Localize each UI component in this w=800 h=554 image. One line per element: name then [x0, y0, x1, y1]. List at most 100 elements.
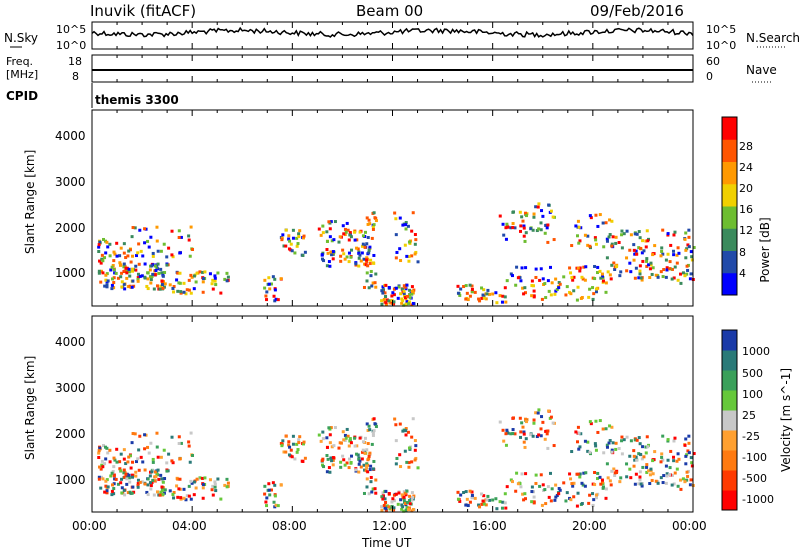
velocity-echo-point — [689, 456, 693, 460]
velocity-echo-point — [372, 417, 376, 421]
power-echo-point — [188, 254, 192, 258]
vel-cbar-tick-minus1000: -1000 — [742, 493, 774, 506]
power-echo-point — [540, 297, 544, 301]
power-echo-point — [406, 224, 410, 228]
velocity-echo-point — [131, 485, 135, 489]
velocity-echo-point — [537, 408, 541, 412]
velocity-echo-point — [327, 426, 331, 430]
velocity-echo-point — [541, 420, 545, 424]
velocity-echo-point — [588, 493, 592, 497]
velocity-echo-point — [546, 446, 550, 450]
velocity-echo-point — [189, 479, 193, 483]
velocity-echo-point — [488, 498, 492, 502]
power-echo-point — [265, 290, 269, 294]
power-echo-point — [679, 272, 683, 276]
power-echo-point — [644, 245, 648, 249]
power-echo-point — [263, 278, 267, 282]
power-echo-point — [358, 230, 362, 234]
velocity-echo-point — [637, 436, 641, 440]
power-echo-point — [562, 275, 566, 279]
velocity-echo-point — [625, 435, 629, 439]
power-echo-point — [462, 285, 466, 289]
velocity-echo-point — [505, 428, 509, 432]
velocity-echo-point — [115, 460, 119, 464]
velocity-echo-point — [363, 451, 367, 455]
power-echo-point — [143, 276, 147, 280]
velocity-ylabel: Slant Range [km] — [23, 356, 37, 460]
velocity-echo-point — [140, 480, 144, 484]
velocity-echo-point — [226, 481, 230, 485]
velocity-echo-point — [172, 496, 176, 500]
power-echo-point — [681, 271, 685, 275]
velocity-echo-point — [407, 506, 411, 510]
velocity-echo-point — [179, 497, 183, 501]
power-echo-point — [105, 272, 109, 276]
velocity-echo-point — [545, 432, 549, 436]
velocity-echo-point — [189, 431, 193, 435]
velocity-echo-point — [679, 478, 683, 482]
velocity-echo-point — [513, 432, 517, 436]
power-echo-point — [504, 300, 508, 304]
velocity-echo-point — [410, 498, 414, 502]
velocity-echo-point — [462, 491, 466, 495]
power-echo-point — [564, 293, 568, 297]
power-echo-point — [404, 302, 408, 306]
power-echo-point — [189, 273, 193, 277]
velocity-echo-point — [297, 438, 301, 442]
power-echo-point — [187, 234, 191, 238]
velocity-echo-point — [337, 446, 341, 450]
power-echo-point — [143, 241, 147, 245]
power-echo-point — [333, 220, 337, 224]
power-echo-point — [501, 222, 505, 226]
power-echo-point — [373, 281, 377, 285]
power-echo-point — [530, 284, 534, 288]
power-echo-point — [511, 222, 515, 226]
velocity-echo-point — [187, 484, 191, 488]
power-echo-point — [119, 275, 123, 279]
velocity-echo-point — [544, 502, 548, 506]
cpid-label: CPID — [6, 89, 38, 103]
velocity-echo-point — [126, 460, 130, 464]
velocity-echo-point — [481, 499, 485, 503]
power-echo-point — [100, 253, 104, 257]
velocity-echo-point — [662, 474, 666, 478]
velocity-echo-point — [504, 432, 508, 436]
velocity-echo-point — [505, 485, 509, 489]
power-echo-point — [384, 283, 388, 287]
power-echo-point — [399, 259, 403, 263]
velocity-echo-point — [353, 436, 357, 440]
power-echo-point — [625, 229, 629, 233]
velocity-echo-point — [577, 447, 581, 451]
power-echo-point — [635, 232, 639, 236]
velocity-echo-point — [401, 429, 405, 433]
velocity-echo-point — [629, 476, 633, 480]
velocity-echo-point — [97, 451, 101, 455]
velocity-echo-point — [687, 434, 691, 438]
velocity-echo-point — [529, 433, 533, 437]
power-echo-point — [660, 246, 664, 250]
velocity-echo-point — [407, 461, 411, 465]
velocity-colorbar-label: Velocity [m s^-1] — [779, 368, 793, 472]
power-echo-point — [287, 237, 291, 241]
velocity-echo-point — [358, 459, 362, 463]
power-echo-point — [546, 279, 550, 283]
power-echo-point — [605, 239, 609, 243]
power-echo-point — [325, 239, 329, 243]
power-echo-point — [400, 301, 404, 305]
power-echo-point — [587, 295, 591, 299]
velocity-echo-point — [195, 477, 199, 481]
velocity-echo-point — [346, 434, 350, 438]
velocity-echo-point — [470, 496, 474, 500]
station-title: Inuvik (fitACF) — [90, 2, 196, 20]
velocity-echo-point — [673, 471, 677, 475]
velocity-echo-point — [613, 474, 617, 478]
power-echo-point — [405, 283, 409, 287]
velocity-echo-point — [365, 485, 369, 489]
velocity-echo-point — [649, 467, 653, 471]
power-echo-point — [357, 251, 361, 255]
power-echo-point — [182, 290, 186, 294]
velocity-echo-point — [594, 419, 598, 423]
vel-cbar-tick-1000: 1000 — [742, 345, 770, 358]
power-echo-point — [347, 251, 351, 255]
velocity-echo-point — [404, 502, 408, 506]
